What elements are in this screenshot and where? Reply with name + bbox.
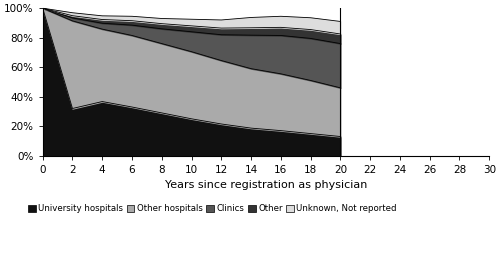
Legend: University hospitals, Other hospitals, Clinics, Other, Unknown, Not reported: University hospitals, Other hospitals, C… [28, 204, 397, 213]
X-axis label: Years since registration as physician: Years since registration as physician [165, 180, 367, 190]
